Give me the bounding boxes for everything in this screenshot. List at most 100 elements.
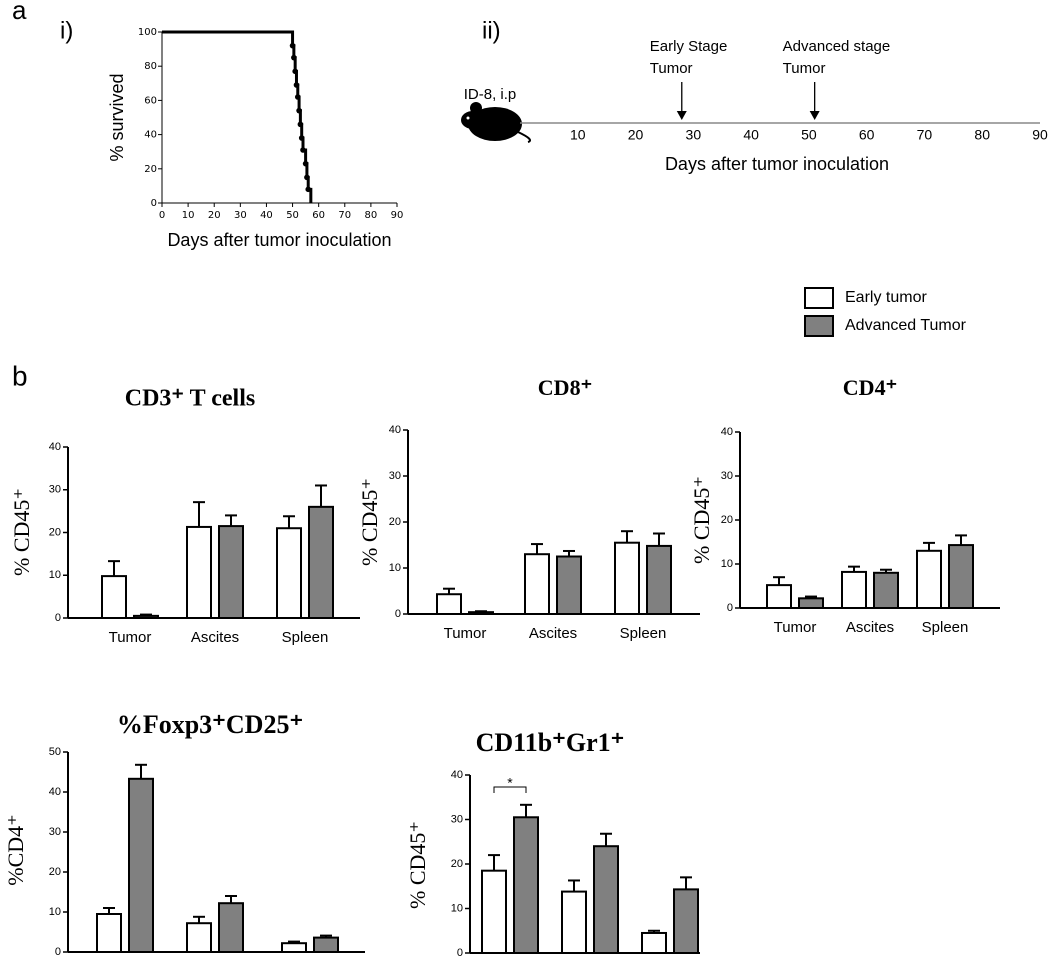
bar	[218, 902, 244, 954]
y-tick-label: 20	[144, 164, 157, 175]
bar	[561, 890, 587, 955]
y-tick-label: 20	[49, 866, 61, 878]
x-tick-label: 80	[974, 127, 990, 143]
y-tick-label: 0	[457, 947, 463, 957]
panel-label: ii)	[482, 17, 501, 44]
y-tick-label: 40	[144, 130, 157, 141]
panel-label: a	[12, 0, 27, 25]
censor-dot	[304, 174, 310, 181]
y-tick-label: 40	[389, 424, 401, 436]
x-axis-label: Days after tumor inoculation	[665, 154, 889, 174]
y-tick-label: 20	[49, 526, 61, 538]
panel-label: b	[12, 360, 28, 391]
censor-dot	[289, 42, 296, 49]
y-axis-label: % CD45⁺	[357, 478, 382, 566]
x-tick-label: 80	[365, 210, 378, 221]
bar	[218, 525, 244, 620]
significance-bracket	[493, 786, 527, 793]
legend-swatch	[804, 315, 834, 337]
y-axis-label: % CD45⁺	[405, 821, 430, 909]
censor-dot	[291, 54, 297, 61]
y-tick-label: 10	[721, 558, 733, 570]
bar	[468, 611, 494, 615]
chart-title: %Foxp3⁺CD25⁺	[117, 710, 303, 739]
y-tick-label: 30	[389, 470, 401, 482]
y-tick-label: 100	[138, 27, 157, 38]
x-tick-label: 40	[260, 210, 273, 221]
x-tick-label: Tumor	[109, 629, 152, 646]
chart-title: CD3⁺ T cells	[125, 386, 255, 412]
bar	[281, 942, 307, 954]
y-tick-label: 0	[151, 198, 157, 209]
x-tick-label: 0	[159, 210, 165, 221]
x-tick-label: 50	[286, 210, 299, 221]
bar	[133, 614, 159, 619]
event-label: Advanced stage	[783, 38, 891, 55]
x-tick-label: 60	[859, 127, 875, 143]
x-tick-label: 70	[917, 127, 933, 143]
y-tick-label: 40	[49, 441, 61, 453]
y-axis-label: %CD4⁺	[3, 814, 28, 886]
y-tick-label: 40	[49, 786, 61, 798]
censor-dot	[305, 186, 312, 193]
bar	[593, 845, 619, 955]
censor-dot	[298, 135, 305, 141]
bar	[916, 549, 942, 609]
bar	[96, 913, 122, 953]
y-tick-label: 0	[55, 946, 61, 957]
x-tick-label: Ascites	[846, 619, 894, 636]
y-tick-label: 20	[721, 514, 733, 526]
chart-title: CD4⁺	[843, 375, 897, 400]
x-axis-label: Days after tumor inoculation	[167, 230, 391, 250]
x-tick-label: 30	[686, 127, 702, 143]
bar	[308, 505, 334, 620]
bar	[186, 922, 212, 954]
y-tick-label: 0	[727, 602, 733, 614]
x-tick-label: 50	[801, 127, 817, 143]
bar	[556, 555, 582, 615]
x-tick-label: Ascites	[529, 625, 577, 642]
significance-mark: *	[507, 775, 513, 791]
x-tick-label: 40	[743, 127, 759, 143]
censor-dot	[294, 94, 301, 100]
bar	[313, 936, 339, 953]
x-tick-label: 90	[1032, 127, 1048, 143]
bar	[948, 544, 974, 610]
y-tick-label: 20	[451, 858, 463, 870]
y-axis-label: % CD45⁺	[689, 476, 714, 564]
y-tick-label: 0	[395, 608, 401, 620]
start-label: ID-8, i.p	[464, 86, 517, 103]
bar	[766, 584, 792, 609]
y-tick-label: 80	[144, 61, 157, 72]
y-tick-label: 0	[55, 612, 61, 624]
y-tick-label: 10	[49, 569, 61, 581]
bar	[673, 888, 699, 954]
censor-dot	[297, 121, 304, 128]
bar	[436, 593, 462, 615]
legend-swatch	[804, 287, 834, 309]
bar	[641, 931, 667, 954]
chart-title: CD11b⁺Gr1⁺	[476, 728, 625, 757]
x-tick-label: Spleen	[282, 629, 329, 646]
x-tick-label: Tumor	[444, 625, 487, 642]
survival-curve	[162, 30, 313, 203]
x-tick-label: Spleen	[922, 619, 969, 636]
mouse-icon	[461, 102, 531, 143]
censor-dot	[302, 160, 309, 167]
y-axis-label: % survived	[107, 73, 127, 161]
x-tick-label: 30	[234, 210, 247, 221]
y-tick-label: 10	[451, 902, 463, 914]
bar	[481, 869, 507, 954]
y-tick-label: 30	[451, 813, 463, 825]
y-tick-label: 20	[389, 516, 401, 528]
bar	[276, 527, 302, 619]
x-tick-label: 10	[570, 127, 586, 143]
bar	[186, 525, 212, 620]
arrow-head	[676, 111, 687, 120]
chart-title: CD8⁺	[538, 375, 592, 400]
y-tick-label: 40	[721, 426, 733, 438]
x-tick-label: 60	[312, 210, 325, 221]
event-label: Tumor	[783, 60, 826, 77]
